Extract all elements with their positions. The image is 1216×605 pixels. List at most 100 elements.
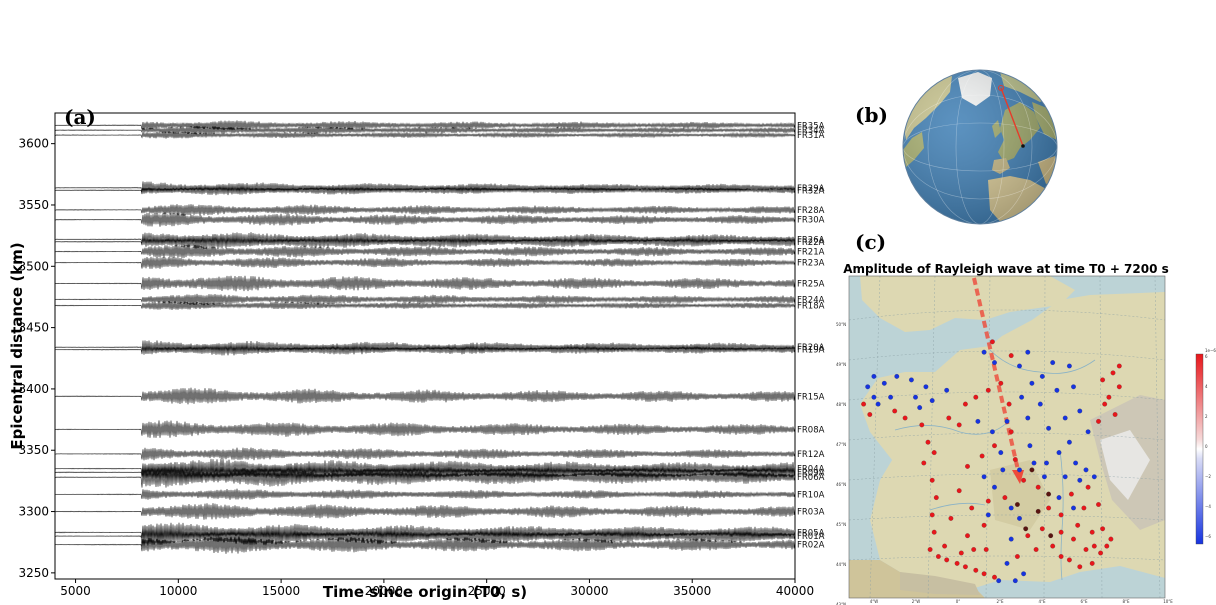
- x-tick-label: 20000: [365, 584, 403, 598]
- station-marker-negative: [917, 405, 923, 411]
- station-marker-negative: [894, 374, 900, 379]
- station-marker-negative: [871, 394, 877, 400]
- station-marker-negative: [1077, 477, 1083, 483]
- station-marker-positive: [1108, 536, 1114, 542]
- y-tick-label: 3300: [18, 505, 49, 519]
- station-marker-negative: [1071, 505, 1076, 511]
- seismogram-trace-FR34A: [55, 125, 795, 135]
- station-marker-positive: [992, 443, 997, 449]
- station-marker-negative: [1037, 401, 1043, 407]
- x-axis-ticks: 5000 10000 15000 20000 25000 30000 35000 40000: [60, 579, 814, 598]
- station-marker-negative: [1019, 394, 1024, 400]
- station-marker-negative: [888, 394, 893, 400]
- station-marker-positive: [971, 547, 977, 552]
- station-label-FR10A: FR10A: [797, 490, 825, 500]
- station-marker-positive: [1083, 547, 1089, 552]
- propagation-arrow: [972, 277, 1024, 484]
- station-marker-positive: [929, 512, 935, 518]
- station-label-FR24A: FR24A: [797, 295, 825, 305]
- station-marker-negative: [981, 474, 987, 480]
- y-tick-label: 3500: [18, 259, 49, 273]
- lon-label: 2°E: [996, 599, 1004, 604]
- seismogram-trace-FR15A: [55, 387, 795, 405]
- station-marker-positive: [1089, 529, 1095, 535]
- station-label-FR29A: FR29A: [797, 184, 825, 194]
- colorbar-tick-label: 0: [1205, 444, 1208, 449]
- x-tick-label: 30000: [570, 584, 608, 598]
- lon-label: 4°E: [1038, 599, 1046, 604]
- station-marker-positive: [1102, 401, 1108, 407]
- station-label-FR09A: FR09A: [797, 468, 825, 478]
- colorbar-tick-label: 4: [1205, 384, 1208, 389]
- station-marker-positive: [944, 557, 950, 563]
- seismogram-traces: [55, 120, 795, 554]
- station-label-FR19A: FR19A: [797, 346, 825, 356]
- colorbar-tick-label: −6: [1205, 534, 1211, 539]
- station-label-FR03A: FR03A: [797, 508, 825, 518]
- seismogram-trace-FR19A: [55, 343, 795, 356]
- station-marker-negative: [985, 512, 991, 518]
- seismogram-trace-FR32A: [55, 185, 795, 196]
- station-marker-negative: [1025, 349, 1031, 355]
- station-label-FR21A: FR21A: [797, 248, 825, 258]
- station-label-FR32A: FR32A: [797, 186, 825, 196]
- x-tick-label: 5000: [60, 584, 91, 598]
- station-marker-positive: [921, 460, 927, 466]
- globe-panel: (b): [855, 69, 1058, 225]
- lon-label: 4°W: [870, 599, 879, 604]
- station-marker-negative: [1008, 536, 1014, 542]
- station-marker-positive: [1008, 353, 1014, 359]
- station-label-FR02A: FR02A: [797, 541, 825, 551]
- y-axis-label: Epicentral distance (km): [8, 242, 26, 449]
- seismogram-trace-FR31A: [55, 131, 795, 139]
- globe-shading: [903, 70, 1057, 224]
- station-marker-positive: [954, 561, 960, 566]
- station-marker-positive: [985, 498, 991, 504]
- seismogram-trace-FR22A: [55, 234, 795, 250]
- station-marker-positive: [1096, 502, 1101, 507]
- france-marker: [1021, 144, 1025, 148]
- station-label-FR01A: FR01A: [797, 532, 825, 542]
- station-marker-negative: [1046, 425, 1051, 431]
- station-marker-positive: [902, 415, 908, 421]
- station-marker-negative: [1021, 571, 1026, 577]
- colorbar-ticks: 1e−66 4 2 0 −2 −4 −6: [1205, 348, 1216, 539]
- station-label-FR26A: FR26A: [797, 235, 825, 245]
- station-marker-negative: [1008, 505, 1014, 511]
- lon-label: 2°W: [912, 599, 921, 604]
- station-marker-positive: [963, 564, 968, 570]
- station-marker-positive: [948, 516, 954, 521]
- station-marker-positive: [981, 522, 987, 528]
- seismogram-trace-FR25A: [55, 275, 795, 292]
- station-marker-negative: [875, 401, 881, 407]
- station-marker-positive: [1071, 536, 1076, 542]
- colorbar-tick-label: −4: [1205, 504, 1211, 509]
- colorbar-tick-label: −2: [1205, 474, 1211, 479]
- x-tick-label: 15000: [262, 584, 300, 598]
- station-marker-positive: [933, 495, 939, 501]
- station-marker-positive: [1098, 550, 1103, 556]
- station-marker-positive: [1035, 484, 1041, 490]
- station-marker-negative: [1029, 380, 1035, 386]
- station-marker-positive: [1039, 526, 1045, 532]
- station-marker-negative: [1062, 474, 1068, 480]
- station-marker-positive: [1025, 533, 1031, 539]
- lat-label: 48°N: [836, 402, 846, 407]
- station-marker-positive: [958, 550, 964, 556]
- station-label-FR28A: FR28A: [797, 206, 825, 216]
- station-label-FR25A: FR25A: [797, 280, 825, 290]
- station-marker-positive: [942, 543, 947, 549]
- station-marker-positive: [1021, 477, 1026, 483]
- station-marker-positive: [981, 571, 987, 577]
- station-label-FR06A: FR06A: [797, 473, 825, 483]
- station-marker-positive: [927, 547, 933, 552]
- station-marker-negative: [909, 377, 914, 383]
- station-label-FR31A: FR31A: [797, 131, 825, 141]
- station-marker-negative: [1073, 460, 1078, 466]
- station-label-FR12A: FR12A: [797, 450, 825, 460]
- seismogram-trace-FR06A: [55, 466, 795, 488]
- station-label-FR30A: FR30A: [797, 216, 825, 226]
- station-marker-negative: [996, 578, 1002, 584]
- y-tick-label: 3350: [18, 443, 49, 457]
